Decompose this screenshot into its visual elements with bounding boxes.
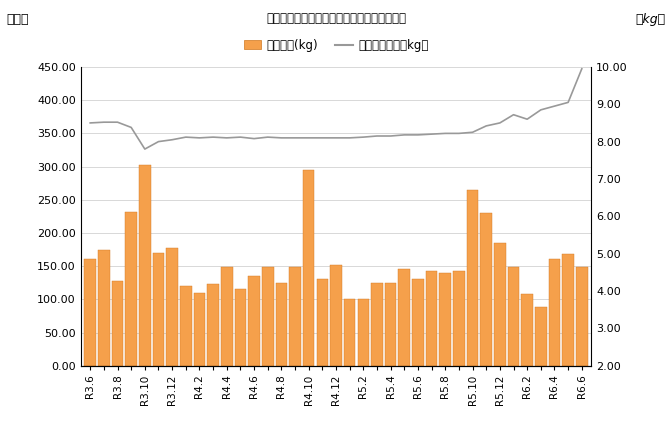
Bar — [303, 170, 314, 366]
Bar — [98, 249, 110, 366]
Bar — [139, 165, 151, 366]
Bar — [562, 254, 574, 366]
Bar — [480, 213, 492, 366]
Text: （円）: （円） — [7, 13, 29, 26]
Bar — [330, 265, 342, 366]
Bar — [426, 271, 437, 366]
Bar — [262, 268, 274, 366]
Bar — [439, 273, 451, 366]
Legend: 購入数量(kg), 平均価格（円／kg）: 購入数量(kg), 平均価格（円／kg） — [239, 34, 433, 56]
Bar — [317, 279, 328, 366]
Bar — [358, 299, 369, 366]
Bar — [126, 212, 137, 366]
Bar — [153, 253, 164, 366]
Bar — [412, 279, 424, 366]
Bar — [535, 307, 546, 366]
Bar — [276, 283, 287, 366]
Bar — [289, 268, 301, 366]
Bar — [167, 248, 178, 366]
Bar — [194, 293, 205, 366]
Bar — [467, 190, 478, 366]
Bar — [508, 268, 519, 366]
Bar — [371, 283, 383, 366]
Title: 精米（精米）家計調査：購入数量・平均価格: 精米（精米）家計調査：購入数量・平均価格 — [266, 12, 406, 25]
Bar — [385, 283, 396, 366]
Bar — [180, 286, 192, 366]
Bar — [453, 271, 465, 366]
Bar — [521, 294, 533, 366]
Bar — [85, 260, 96, 366]
Bar — [344, 299, 355, 366]
Bar — [235, 289, 246, 366]
Bar — [398, 269, 410, 366]
Bar — [576, 268, 587, 366]
Bar — [221, 268, 233, 366]
Bar — [548, 260, 560, 366]
Bar — [112, 281, 124, 366]
Bar — [248, 276, 260, 366]
Bar — [494, 243, 505, 366]
Text: （kg）: （kg） — [635, 13, 665, 26]
Bar — [207, 284, 219, 366]
